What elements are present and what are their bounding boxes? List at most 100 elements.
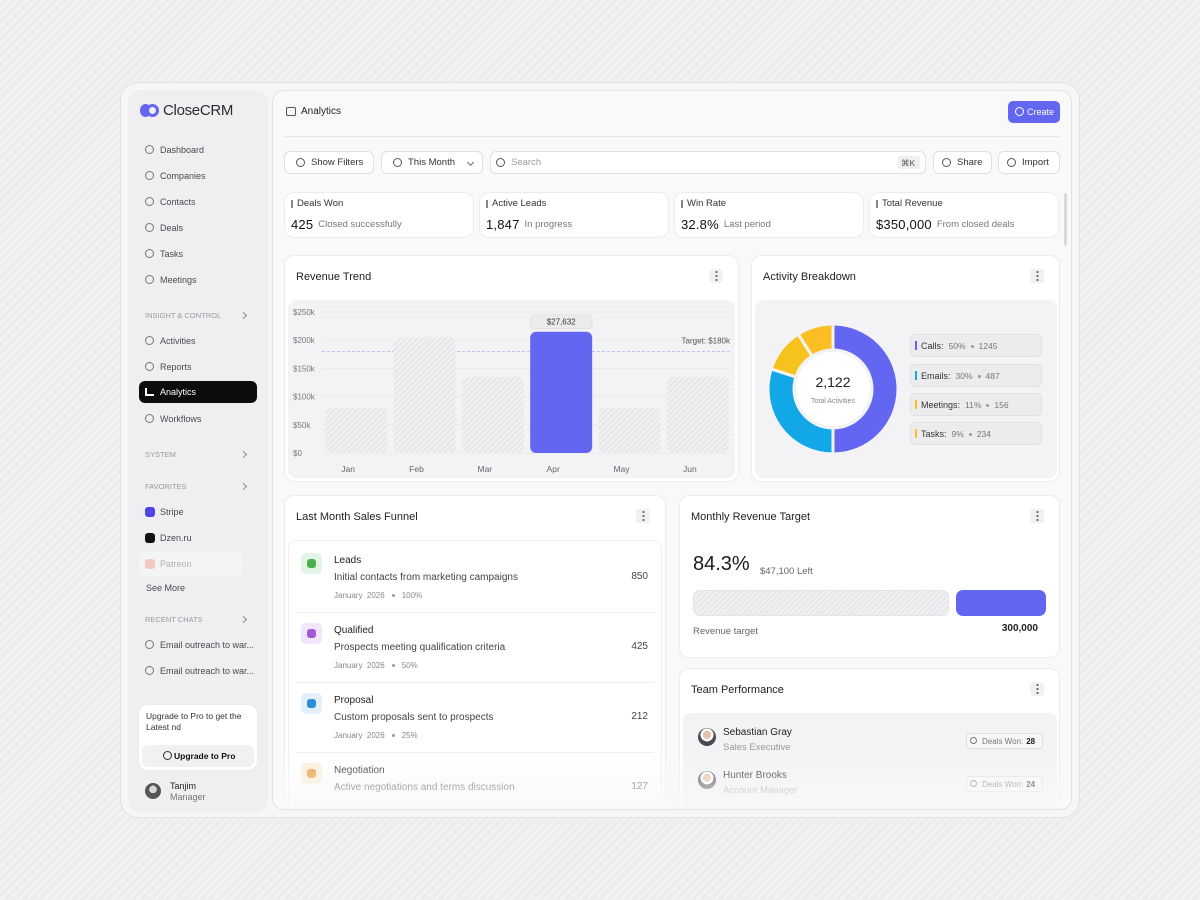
search-button[interactable]: [490, 151, 926, 174]
fav-highlight: [139, 551, 243, 576]
x-tick-label: Jun: [683, 464, 697, 474]
icon: [145, 362, 154, 371]
favorite: Dzen.ru: [160, 533, 192, 543]
icon: [145, 171, 154, 180]
nav-item: Reports: [160, 362, 192, 372]
more-button[interactable]: [709, 269, 723, 283]
share-label: Share: [957, 157, 983, 168]
stage-title: Qualified: [334, 625, 374, 636]
stage-title: Leads: [334, 555, 362, 566]
y-tick-label: $250k: [293, 308, 316, 317]
badge-count: 28: [1026, 736, 1036, 746]
y-tick-label: $200k: [293, 336, 316, 345]
sidebar: [128, 90, 268, 812]
legend-count: 234: [976, 429, 991, 439]
filters-button[interactable]: [284, 151, 374, 174]
section-title: RECENT CHATS: [145, 615, 203, 624]
kpi-row: 1,847 In progress: [486, 216, 572, 232]
legend-name: Meetings:: [921, 400, 961, 410]
target-value: 300,000: [1001, 623, 1038, 634]
import-button[interactable]: [998, 151, 1060, 174]
period-label: This Month: [408, 157, 455, 168]
kpi-marker: [486, 200, 488, 208]
icon: [942, 158, 951, 167]
search-label: Search: [511, 157, 542, 168]
legend-marker: [915, 341, 917, 350]
target-label: Target: $180k: [682, 336, 731, 345]
x-tick-label: Feb: [409, 464, 424, 474]
legend-count: 156: [994, 400, 1009, 410]
nav-item: Contacts: [160, 197, 196, 207]
brand: CloseCRM: [163, 102, 234, 119]
kpi-label: Total Revenue: [882, 198, 943, 209]
nav-item: Dashboard: [160, 145, 205, 155]
page-title: Analytics: [301, 106, 342, 117]
divider: [284, 136, 1060, 137]
kpi-label: Active Leads: [492, 198, 547, 209]
kpi-note: In progress: [524, 218, 573, 230]
more-button[interactable]: [1030, 509, 1044, 523]
section-title: SYSTEM: [145, 450, 176, 459]
y-tick-label: $50k: [293, 421, 311, 430]
legend-row: Emails: 30% 487: [921, 368, 1000, 384]
icon: [145, 414, 154, 423]
bar-hatch: [461, 376, 524, 453]
legend-marker: [915, 371, 917, 380]
donut-hole: [796, 352, 870, 426]
scrollbar: [1064, 193, 1067, 246]
logo-mark: [140, 104, 151, 117]
badge-row: Deals Won: 28: [982, 733, 1035, 749]
nav-item: Deals: [160, 223, 184, 233]
kpi-row: 32.8% Last period: [681, 216, 771, 232]
y-tick-label: $0: [293, 449, 302, 458]
center-value: 2,122: [815, 374, 850, 390]
separator: [977, 374, 981, 378]
fav-icon: [145, 533, 155, 543]
separator: [970, 344, 974, 348]
page-icon: [286, 107, 296, 116]
donut-segment: [796, 322, 835, 358]
create-button[interactable]: [1008, 101, 1060, 123]
legend-item: [910, 364, 1042, 387]
legend-row: Calls: 50% 1245: [921, 338, 997, 354]
card-title: Team Performance: [691, 684, 784, 696]
chat: Email outreach to war...: [160, 640, 255, 650]
tooltip: [529, 314, 593, 330]
stage-description: Initial contacts from marketing campaign…: [334, 572, 518, 583]
y-tick-label: $150k: [293, 364, 316, 373]
upgrade-label: Upgrade to Pro: [174, 751, 236, 761]
stage-count: 425: [631, 641, 648, 652]
target-label: Revenue target: [693, 626, 758, 637]
kpi-value: $350,000: [876, 216, 932, 232]
kpi-marker: [876, 200, 878, 208]
stage-count: 850: [631, 571, 648, 582]
more-button[interactable]: [1030, 682, 1044, 696]
nav-active[interactable]: [139, 381, 257, 403]
upgrade-button[interactable]: [142, 745, 254, 767]
legend-name: Tasks:: [921, 429, 947, 439]
legend-percent: 9%: [951, 429, 964, 439]
bar-hatch: [325, 407, 388, 453]
see-more: See More: [146, 583, 186, 593]
more-button[interactable]: [1030, 269, 1044, 283]
legend-row: Tasks: 9% 234: [921, 426, 991, 442]
nav-item: Workflows: [160, 414, 202, 424]
period-button[interactable]: [381, 151, 483, 174]
stage-meta: January 2026 50%: [334, 657, 418, 673]
more-button[interactable]: [636, 509, 650, 523]
share-button[interactable]: [933, 151, 992, 174]
card-title: Monthly Revenue Target: [691, 511, 811, 523]
legend-item: [910, 393, 1042, 416]
legend-item: [910, 422, 1042, 445]
legend-marker: [915, 400, 917, 409]
upgrade-text: Upgrade to Pro to get the Latest nd: [146, 711, 242, 732]
separator: [391, 733, 395, 737]
user-role: Manager: [170, 792, 206, 802]
card-title: Activity Breakdown: [763, 271, 856, 283]
icon: [296, 158, 305, 167]
stage-date: January 2026: [334, 730, 385, 740]
x-tick-label: Apr: [547, 464, 560, 474]
shortcut-label: ⌘K: [901, 158, 916, 168]
